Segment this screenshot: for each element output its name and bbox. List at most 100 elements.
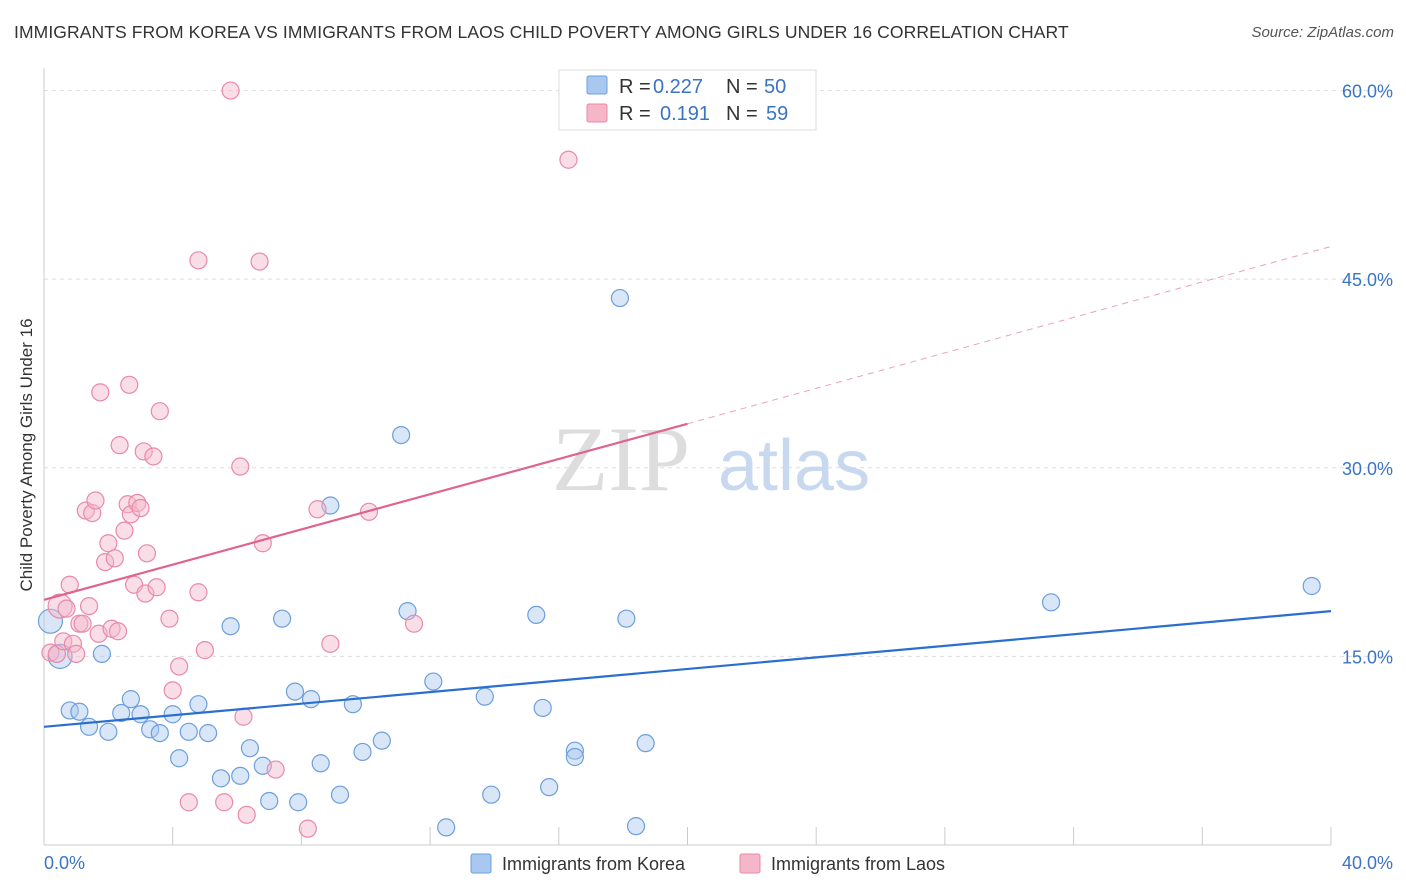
korea-point-14 xyxy=(179,722,198,741)
korea-point-25 xyxy=(289,793,308,812)
laos-point-39 xyxy=(189,251,208,270)
y-tick-labels: 15.0% 30.0% 45.0% 60.0% xyxy=(1342,82,1393,668)
korea-point-39 xyxy=(527,605,546,625)
bottom-legend-korea: Immigrants from Korea xyxy=(502,854,686,874)
korea-point-19 xyxy=(231,766,250,785)
grid-lines xyxy=(44,90,1392,657)
laos-trend-extension xyxy=(687,246,1332,425)
laos-point-45 xyxy=(234,707,253,726)
legend-laos-r-value: 0.191 xyxy=(660,103,710,125)
korea-point-8 xyxy=(121,690,140,709)
legend-korea-r-value: 0.227 xyxy=(653,76,703,98)
laos-point-31 xyxy=(137,544,157,563)
laos-point-43 xyxy=(221,81,240,100)
bottom-legend-swatch-laos xyxy=(739,853,761,874)
laos-point-35 xyxy=(160,609,179,628)
laos-point-0 xyxy=(41,643,60,662)
laos-point-17 xyxy=(99,534,118,553)
korea-point-20 xyxy=(240,739,260,758)
korea-point-16 xyxy=(198,723,218,743)
korea-point-15 xyxy=(189,695,208,714)
laos-point-54 xyxy=(404,614,424,633)
y-tick-label-3: 60.0% xyxy=(1342,82,1393,102)
laos-point-49 xyxy=(266,760,285,779)
laos-point-37 xyxy=(170,657,189,676)
laos-point-9 xyxy=(73,614,92,633)
korea-point-13 xyxy=(170,749,189,768)
laos-point-20 xyxy=(108,622,128,641)
laos-point-27 xyxy=(128,493,147,513)
trend-lines xyxy=(43,246,1332,728)
korea-point-32 xyxy=(372,731,391,750)
y-tick-label-1: 30.0% xyxy=(1342,459,1393,479)
korea-point-4 xyxy=(79,717,99,736)
korea-point-36 xyxy=(437,818,456,837)
korea-point-22 xyxy=(260,791,279,811)
laos-point-7 xyxy=(67,644,86,663)
bottom-legend: Immigrants from Korea Immigrants from La… xyxy=(470,853,945,874)
korea-point-23 xyxy=(272,609,292,628)
laos-point-19 xyxy=(105,549,124,568)
legend-swatch-laos xyxy=(586,103,608,123)
laos-point-46 xyxy=(237,805,256,824)
laos-point-6 xyxy=(63,634,83,653)
y-axis-title: Child Poverty Among Girls Under 16 xyxy=(17,318,36,591)
korea-point-10 xyxy=(141,720,160,739)
korea-point-18 xyxy=(221,617,240,636)
laos-point-4 xyxy=(57,599,76,618)
korea-point-33 xyxy=(392,425,411,445)
laos-point-42 xyxy=(215,793,234,812)
korea-point-37 xyxy=(475,687,494,706)
laos-point-40 xyxy=(189,583,208,602)
korea-point-48 xyxy=(1041,593,1061,612)
laos-point-38 xyxy=(179,793,198,812)
korea-point-11 xyxy=(150,723,169,743)
laos-point-28 xyxy=(131,498,150,518)
laos-point-34 xyxy=(150,402,169,421)
laos-point-41 xyxy=(195,641,214,660)
korea-point-47 xyxy=(626,817,646,836)
korea-point-45 xyxy=(617,609,636,628)
laos-point-55 xyxy=(559,150,578,169)
korea-point-41 xyxy=(540,778,559,797)
korea-point-44 xyxy=(610,288,630,308)
korea-point-9 xyxy=(131,705,150,724)
korea-trend-line xyxy=(43,610,1332,728)
watermark-zip: ZIP xyxy=(552,408,690,510)
laos-point-30 xyxy=(136,584,155,603)
bottom-legend-swatch-korea xyxy=(470,853,492,874)
korea-point-27 xyxy=(311,754,330,773)
legend-laos-r-label: R = xyxy=(619,103,651,125)
korea-point-38 xyxy=(482,785,501,804)
korea-point-5 xyxy=(92,644,112,663)
korea-point-29 xyxy=(330,785,350,804)
korea-point-46 xyxy=(636,734,655,753)
axes xyxy=(43,68,1332,846)
chart-title: IMMIGRANTS FROM KOREA VS IMMIGRANTS FROM… xyxy=(14,22,1069,42)
korea-point-17 xyxy=(211,769,231,788)
laos-point-50 xyxy=(298,819,317,838)
korea-point-3 xyxy=(70,702,89,721)
laos-point-16 xyxy=(96,552,115,572)
korea-point-6 xyxy=(99,722,118,741)
legend-laos-n-label: N = xyxy=(726,103,758,125)
korea-point-0 xyxy=(37,608,64,634)
laos-point-15 xyxy=(91,383,110,402)
korea-point-31 xyxy=(353,742,372,762)
legend-swatch-korea xyxy=(586,75,608,95)
laos-point-25 xyxy=(121,505,140,524)
korea-point-26 xyxy=(301,690,321,709)
korea-point-40 xyxy=(533,698,552,718)
legend-laos-n-value: 59 xyxy=(766,103,788,125)
laos-point-36 xyxy=(163,681,182,700)
laos-point-21 xyxy=(110,436,129,455)
laos-point-47 xyxy=(250,252,269,271)
korea-point-42 xyxy=(565,741,584,760)
y-tick-label-2: 45.0% xyxy=(1342,270,1393,290)
korea-points xyxy=(37,288,1321,837)
korea-point-35 xyxy=(424,672,443,691)
korea-point-24 xyxy=(285,682,305,701)
laos-point-33 xyxy=(147,578,166,597)
bottom-legend-laos: Immigrants from Laos xyxy=(771,854,945,874)
